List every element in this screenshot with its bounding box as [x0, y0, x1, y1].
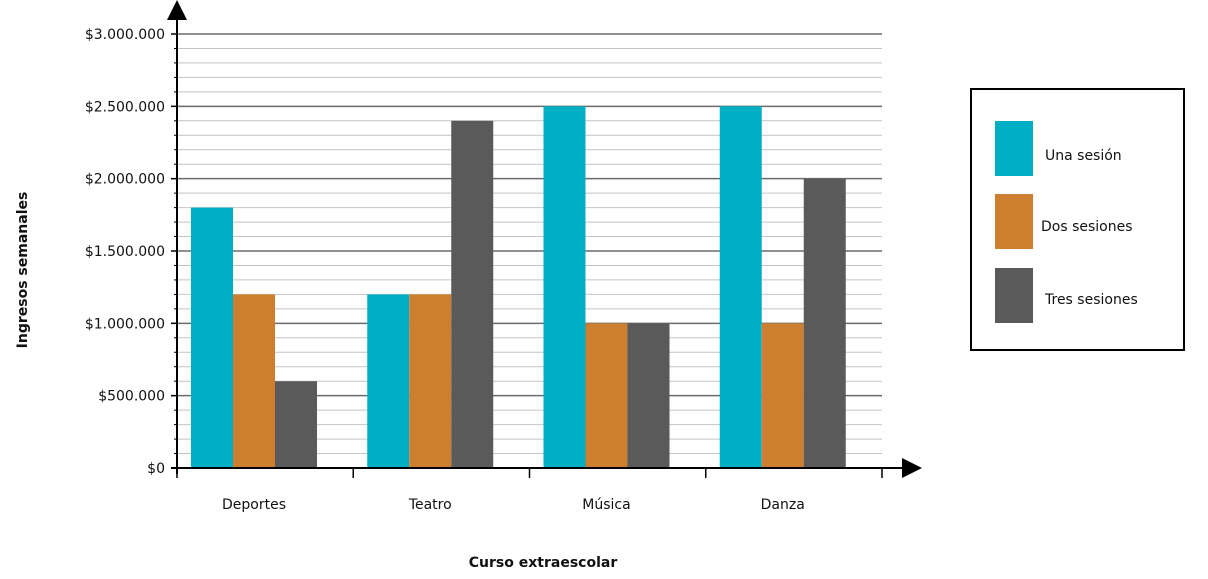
tick-labels: $0 $500.000 $1.000.000 $1.500.000 $2.000.000… [85, 27, 805, 513]
bars [191, 106, 846, 469]
legend: Una sesión Dos sesiones Tres sesiones [970, 88, 1185, 351]
bar-dos [761, 323, 804, 468]
bar-dos [585, 323, 628, 468]
y-tick-label: $1.000.000 [85, 316, 165, 332]
bar-tres [627, 323, 670, 468]
bar-tres [275, 381, 317, 468]
legend-swatch-dos [995, 194, 1033, 249]
x-tick-label: Danza [761, 497, 805, 513]
grid-lines [177, 33, 882, 455]
legend-label: Tres sesiones [1044, 292, 1138, 308]
y-tick-label: $2.500.000 [85, 99, 165, 115]
x-tick-label: Música [582, 497, 630, 513]
legend-label: Dos sesiones [1041, 219, 1133, 235]
bar-tres [803, 178, 846, 468]
bar-una [367, 294, 410, 468]
y-tick-label: $500.000 [98, 389, 165, 405]
x-tick-label: Teatro [408, 497, 452, 513]
bar-una [543, 106, 586, 468]
bar-una [719, 106, 762, 468]
bar-tres [451, 120, 494, 469]
y-tick-label: $3.000.000 [85, 27, 165, 43]
y-tick-label: $0 [147, 461, 165, 477]
y-tick-label: $2.000.000 [85, 172, 165, 188]
x-tick-label: Deportes [222, 497, 286, 513]
x-axis-title: Curso extraescolar [469, 555, 618, 571]
legend-swatch-una [995, 121, 1033, 176]
bar-dos [233, 294, 275, 468]
y-tick-label: $1.500.000 [85, 244, 165, 260]
y-axis-title: Ingresos semanales [15, 192, 31, 349]
axes [167, 0, 922, 478]
legend-label: Una sesión [1045, 148, 1122, 164]
bar-una [191, 207, 233, 468]
bar-dos [409, 294, 452, 468]
legend-swatch-tres [995, 268, 1033, 323]
